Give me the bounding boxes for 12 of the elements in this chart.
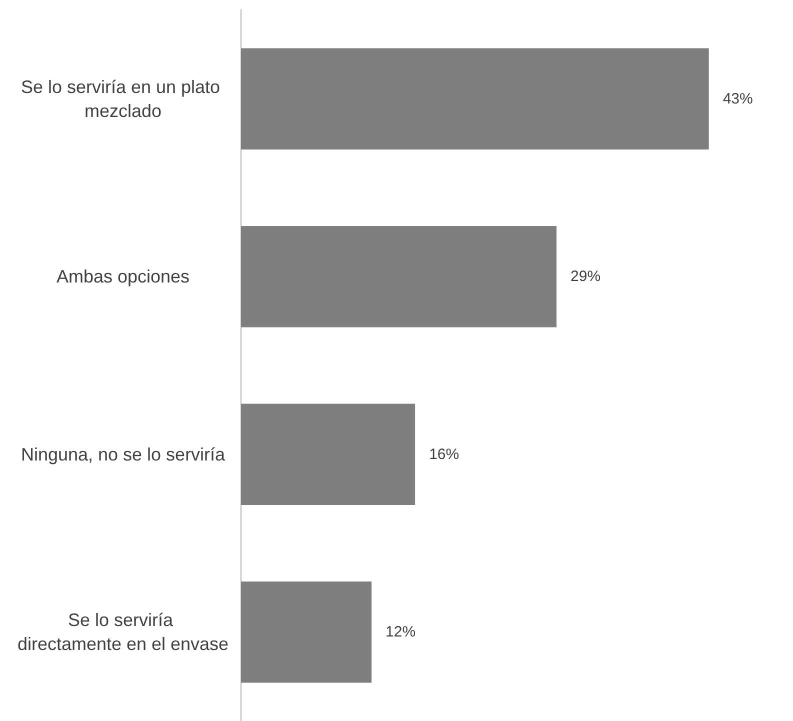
data-label: 43% bbox=[722, 90, 753, 108]
bar bbox=[241, 404, 416, 506]
y-tick-label: Ambas opciones bbox=[56, 266, 190, 287]
bar bbox=[241, 226, 557, 328]
y-tick-label: Se lo serviría en un plato mezclado bbox=[20, 76, 226, 121]
y-tick-label: Se lo serviría directamente en el envase bbox=[17, 610, 229, 654]
data-label: 29% bbox=[570, 268, 601, 286]
y-tick-label: Ninguna, no se lo serviría bbox=[20, 444, 226, 464]
bar bbox=[241, 48, 709, 150]
data-label: 16% bbox=[429, 446, 460, 463]
data-label: 12% bbox=[386, 624, 416, 641]
bar bbox=[241, 581, 372, 683]
